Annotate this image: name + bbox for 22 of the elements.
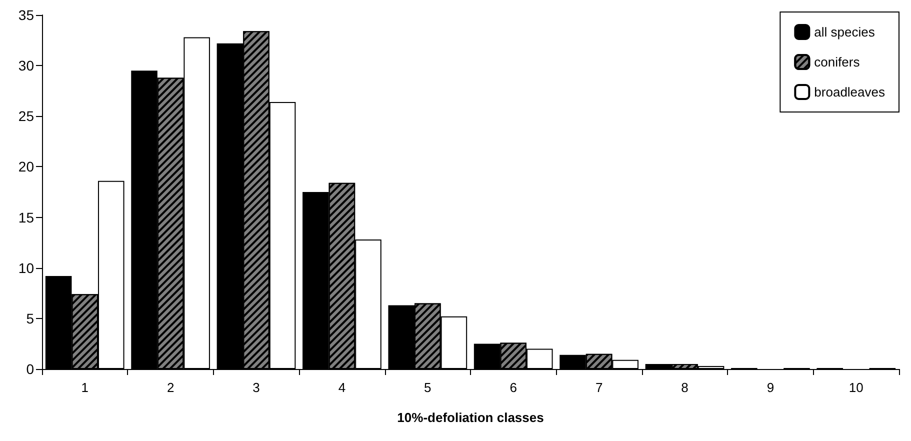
y-tick-label: 0	[26, 361, 34, 377]
y-tick-label: 35	[18, 7, 34, 23]
x-tick-label: 5	[424, 380, 432, 395]
y-tick-label: 30	[18, 58, 34, 74]
legend-label: all species	[814, 24, 876, 40]
y-tick-label: 5	[26, 310, 34, 326]
legend-label: broadleaves	[814, 84, 886, 100]
x-tick-label: 4	[338, 380, 346, 395]
y-tick-label: 25	[18, 108, 34, 124]
x-axis-title: 10%-defoliation classes	[397, 410, 544, 425]
x-tick-label: 3	[252, 380, 260, 395]
x-tick-label: 8	[681, 380, 688, 395]
x-tick-label: 1	[81, 380, 88, 395]
x-tick-label: 6	[510, 380, 517, 395]
y-tick-label: 10	[18, 260, 34, 276]
x-tick-label: 2	[166, 380, 174, 395]
y-tick-label: 15	[18, 209, 34, 226]
x-tick-label: 10	[848, 380, 864, 395]
x-tick-label: 7	[595, 380, 603, 395]
legend-label: conifers	[814, 54, 860, 70]
y-tick-label: 20	[18, 158, 34, 175]
x-tick-label: 9	[766, 380, 774, 395]
